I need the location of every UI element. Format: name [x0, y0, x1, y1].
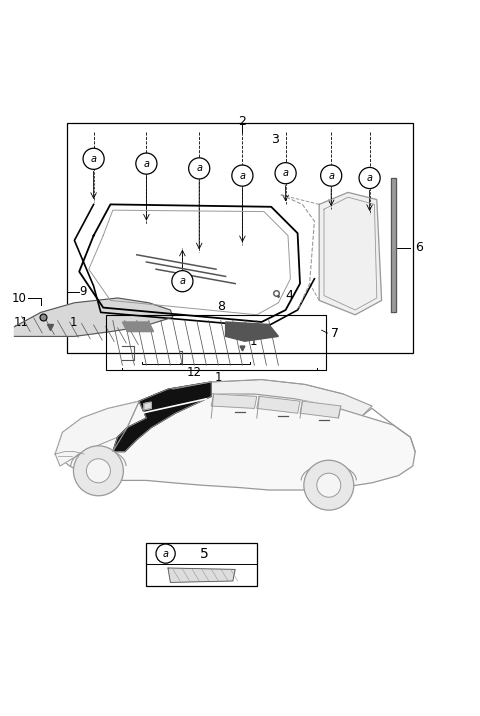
- Text: a: a: [367, 173, 372, 183]
- Text: a: a: [144, 159, 149, 168]
- Text: 6: 6: [415, 241, 423, 254]
- Text: 1: 1: [70, 316, 77, 329]
- Circle shape: [321, 165, 342, 186]
- Text: 12: 12: [187, 366, 202, 379]
- Text: a: a: [283, 168, 288, 178]
- Bar: [106, 315, 326, 370]
- Polygon shape: [55, 394, 415, 490]
- Bar: [67, 123, 413, 353]
- Text: 9: 9: [79, 285, 87, 299]
- Text: 5: 5: [200, 546, 208, 561]
- Circle shape: [232, 165, 253, 186]
- Polygon shape: [300, 401, 341, 418]
- Text: a: a: [91, 154, 96, 164]
- Circle shape: [83, 148, 104, 170]
- Polygon shape: [122, 322, 154, 332]
- Polygon shape: [113, 382, 211, 452]
- Text: a: a: [180, 276, 185, 286]
- Circle shape: [73, 446, 123, 495]
- Circle shape: [189, 158, 210, 179]
- Text: 10: 10: [12, 291, 26, 304]
- Polygon shape: [226, 322, 278, 342]
- Polygon shape: [168, 568, 235, 582]
- Polygon shape: [391, 178, 396, 312]
- Polygon shape: [14, 298, 173, 337]
- Text: 11: 11: [14, 316, 29, 329]
- Text: 1: 1: [215, 372, 222, 384]
- Polygon shape: [319, 193, 382, 315]
- Circle shape: [359, 168, 380, 188]
- Text: 4: 4: [286, 289, 293, 302]
- Polygon shape: [144, 402, 151, 410]
- Text: 7: 7: [331, 326, 339, 339]
- Circle shape: [317, 473, 341, 497]
- Text: 8: 8: [217, 300, 225, 314]
- Polygon shape: [257, 397, 300, 413]
- Text: 3: 3: [271, 133, 279, 146]
- Bar: [146, 543, 257, 586]
- Polygon shape: [139, 379, 372, 415]
- Text: 2: 2: [239, 115, 246, 128]
- Circle shape: [172, 271, 193, 291]
- Circle shape: [136, 153, 157, 174]
- Text: a: a: [328, 170, 334, 180]
- Polygon shape: [55, 401, 139, 466]
- Text: a: a: [196, 163, 202, 173]
- Circle shape: [275, 163, 296, 184]
- Text: a: a: [163, 548, 168, 558]
- Circle shape: [86, 459, 110, 483]
- Text: 1: 1: [250, 334, 257, 348]
- Circle shape: [304, 460, 354, 511]
- Polygon shape: [211, 394, 257, 408]
- Circle shape: [156, 544, 175, 563]
- Text: a: a: [240, 170, 245, 180]
